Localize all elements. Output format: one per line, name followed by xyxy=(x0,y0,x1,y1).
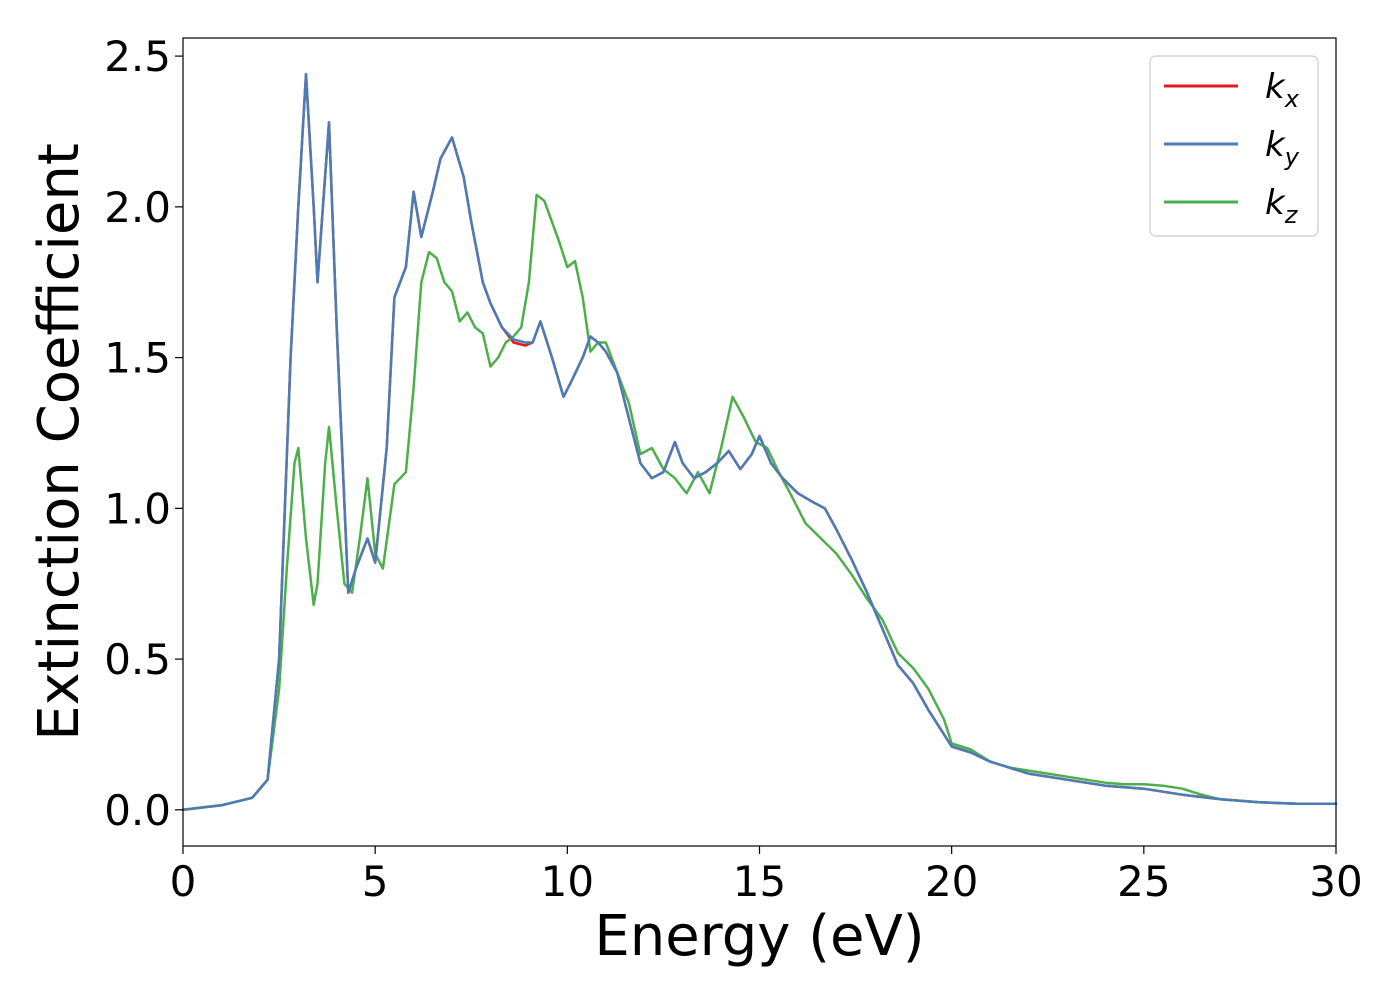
x-axis-ticks: 0 5 10 15 20 25 30 xyxy=(170,846,1363,906)
series-line-ky xyxy=(181,72,1338,812)
x-tick-label: 0 xyxy=(170,857,197,906)
legend-label-subscript: z xyxy=(1284,201,1299,229)
y-tick-label: 2.5 xyxy=(104,32,171,81)
x-tick-label: 25 xyxy=(1117,857,1170,906)
legend-label: kx xyxy=(1265,67,1300,113)
x-tick-label: 30 xyxy=(1309,857,1362,906)
legend-label-subscript: x xyxy=(1284,85,1300,113)
y-tick-label: 0.5 xyxy=(104,635,171,684)
y-axis-label: Extinction Coefficient xyxy=(27,143,92,741)
x-tick-label: 20 xyxy=(925,857,978,906)
y-tick-label: 1.0 xyxy=(104,484,171,533)
legend-label-base: k xyxy=(1265,67,1286,107)
legend-label: kz xyxy=(1265,183,1299,229)
x-tick-label: 5 xyxy=(362,857,389,906)
legend-label: ky xyxy=(1265,125,1300,171)
legend-label-base: k xyxy=(1265,125,1286,165)
x-tick-label: 10 xyxy=(541,857,594,906)
x-axis-label: Energy (eV) xyxy=(594,904,924,969)
legend-label-base: k xyxy=(1265,183,1286,223)
y-tick-label: 2.0 xyxy=(104,183,171,232)
series-layer xyxy=(181,72,1338,812)
legend-box xyxy=(1149,55,1319,237)
y-axis-ticks: 0.0 0.5 1.0 1.5 2.0 2.5 xyxy=(104,32,183,835)
y-tick-label: 1.5 xyxy=(104,334,171,383)
legend-label-subscript: y xyxy=(1284,143,1300,171)
y-tick-label: 0.0 xyxy=(104,786,171,835)
x-tick-label: 15 xyxy=(733,857,786,906)
